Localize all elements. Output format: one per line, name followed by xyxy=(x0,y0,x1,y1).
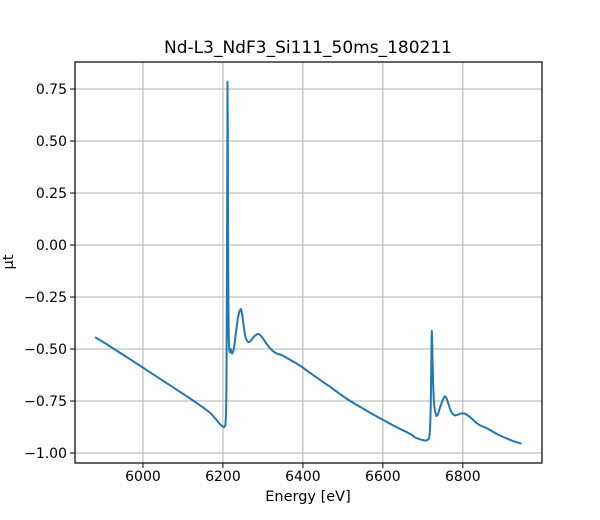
x-tick-label: 6800 xyxy=(445,469,481,485)
y-tick-label: −0.50 xyxy=(24,342,67,358)
y-tick-label: 0.75 xyxy=(36,82,67,98)
y-tick-label: −0.25 xyxy=(24,290,67,306)
x-tick-label: 6200 xyxy=(205,469,241,485)
plot-border xyxy=(74,61,543,464)
y-tick-label: −0.75 xyxy=(24,394,67,410)
axes-layer: 6000 6200 6400 6600 6800 0.75 0.50 0.25 0.00 −0.2… xyxy=(24,61,543,485)
y-tick-label: 0.50 xyxy=(36,134,67,150)
y-tick-label: 0.25 xyxy=(36,186,67,202)
spectrum-line xyxy=(94,80,522,445)
x-axis-label: Energy [eV] xyxy=(265,489,351,505)
chart-title: Nd-L3_NdF3_Si111_50ms_180211 xyxy=(164,38,452,58)
data-layer xyxy=(94,80,522,445)
x-tick-label: 6400 xyxy=(285,469,321,485)
grid-layer xyxy=(75,62,542,463)
y-axis-label: μt xyxy=(1,254,17,269)
y-tick-label: −1.00 xyxy=(24,446,67,462)
x-tick-label: 6600 xyxy=(365,469,401,485)
y-tick-label: 0.00 xyxy=(36,238,67,254)
x-tick-label: 6000 xyxy=(125,469,161,485)
